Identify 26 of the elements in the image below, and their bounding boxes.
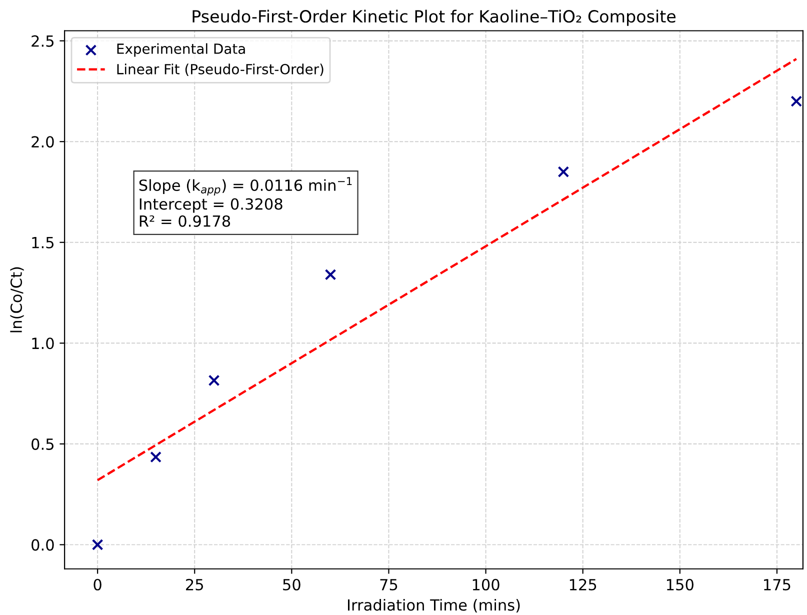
y-tick-label: 0.5 <box>32 438 54 450</box>
chart-title: Pseudo-First-Order Kinetic Plot for Kaoline–TiO₂ Composite <box>192 10 676 26</box>
y-tick-label: 1.5 <box>32 237 54 248</box>
point <box>558 166 570 178</box>
legend-label: Linear Fit (Pseudo-First-Order) <box>117 64 324 76</box>
legend-label: Experimental Data <box>117 43 245 57</box>
point <box>150 451 162 463</box>
point <box>324 268 336 280</box>
x-tick-label: 175 <box>764 579 790 590</box>
x-tick-label: 100 <box>472 578 500 590</box>
point <box>92 538 104 550</box>
text: Slope (k$_{app}$) = 0.0116 min$^{−1}$ Intercept = 0.3208 R² = 0.9178 <box>139 177 352 227</box>
x-axis-title: Irradiation Time (mins) <box>348 598 520 613</box>
y-tick-label: 2.5 <box>32 35 54 47</box>
y-tick-label: 1.0 <box>32 338 54 350</box>
point <box>790 96 802 107</box>
point <box>208 374 220 386</box>
x-tick-label: 50 <box>283 578 300 590</box>
y-tick-label: 2.0 <box>32 136 54 148</box>
y-tick-label: 0.0 <box>32 539 54 551</box>
y-axis-title: ln(Co/Ct) <box>10 267 24 332</box>
x-tick-label: 25 <box>186 578 203 590</box>
x-tick-label: 125 <box>570 578 596 590</box>
x-tick-label: 150 <box>666 578 694 590</box>
x-tick-label: 0 <box>94 578 102 590</box>
x-tick-label: 75 <box>380 579 398 590</box>
